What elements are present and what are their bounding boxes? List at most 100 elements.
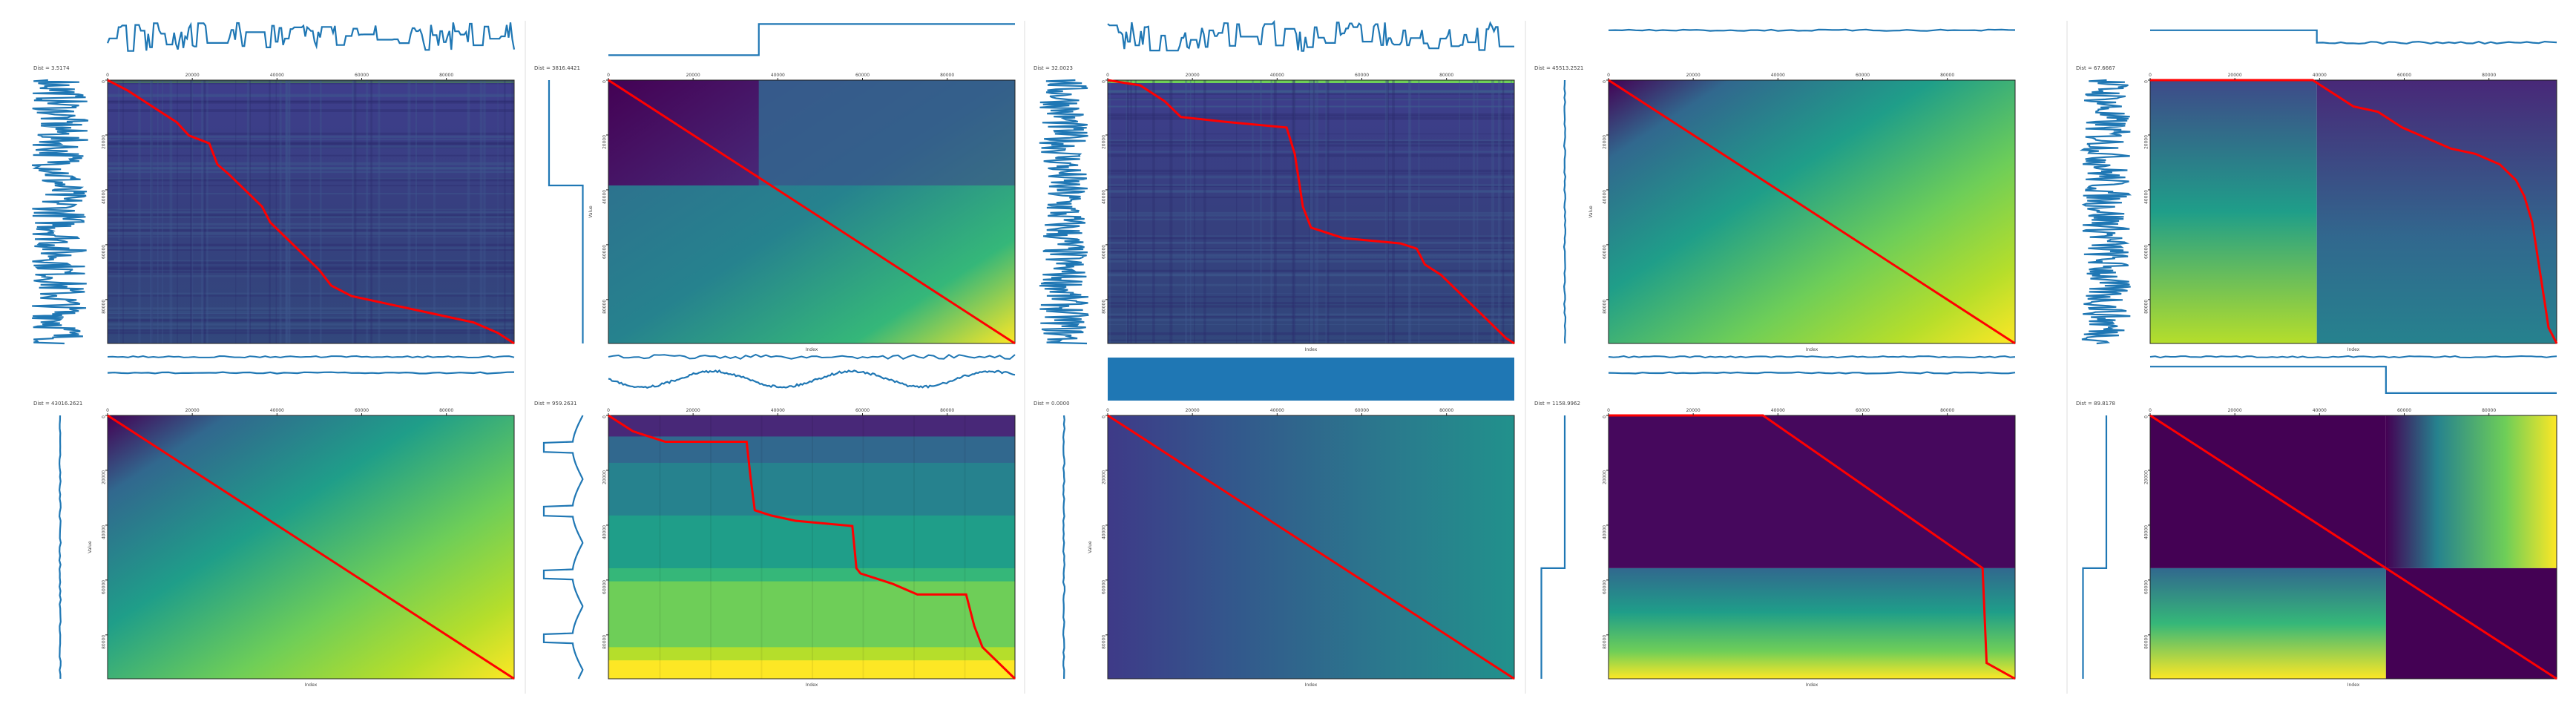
heatmap-cell bbox=[190, 80, 193, 343]
y-tick-label: 60000 bbox=[602, 580, 608, 594]
y-tick-label: 80000 bbox=[602, 635, 608, 649]
heatmap bbox=[1108, 80, 1514, 343]
panel-title: Dist = 67.6667 bbox=[2076, 65, 2115, 71]
signal-x-band bbox=[1108, 358, 1514, 401]
heatmap-cell bbox=[108, 178, 514, 182]
y-tick-label: 40000 bbox=[1102, 525, 1107, 539]
heatmap-cell bbox=[108, 313, 514, 316]
x-tick-label: 0 bbox=[106, 408, 109, 413]
x-tick-label: 60000 bbox=[855, 73, 870, 78]
heatmap-cell bbox=[608, 415, 1015, 437]
y-axis-label: Value bbox=[1588, 205, 1594, 218]
heatmap-cell bbox=[353, 80, 357, 343]
heatmap-cell bbox=[608, 581, 1015, 648]
heatmap-cell bbox=[108, 313, 514, 316]
lower-signal-0 bbox=[107, 355, 515, 359]
x-tick-label: 0 bbox=[2149, 73, 2152, 78]
y-tick-label: 0 bbox=[602, 415, 608, 418]
heatmap-cell bbox=[319, 80, 322, 343]
heatmap-cell bbox=[289, 80, 291, 343]
heatmap-cell bbox=[1108, 80, 1111, 343]
x-axis-label: Index bbox=[1305, 347, 1318, 352]
heatmap-cell bbox=[1108, 175, 1514, 179]
heatmap-cell bbox=[608, 647, 1015, 661]
heatmap-cell bbox=[108, 223, 514, 226]
y-tick-label: 20000 bbox=[1603, 470, 1608, 484]
heatmap-cell bbox=[108, 331, 514, 335]
heatmap-cell bbox=[1108, 248, 1514, 249]
x-tick-label: 0 bbox=[607, 73, 610, 78]
heatmap-cell bbox=[1108, 237, 1514, 240]
y-tick-label: 0 bbox=[2144, 415, 2149, 418]
heatmap-cell bbox=[511, 80, 513, 343]
y-tick-label: 0 bbox=[1603, 415, 1608, 418]
heatmap-cell bbox=[1491, 80, 1494, 343]
heatmap-cell bbox=[108, 246, 514, 250]
y-tick-label: 20000 bbox=[602, 135, 608, 149]
signal-x-line bbox=[608, 369, 1016, 389]
heatmap-cell bbox=[108, 266, 514, 269]
heatmap-cell bbox=[108, 307, 514, 310]
warping-path bbox=[2150, 79, 2558, 344]
heatmap-cell bbox=[1108, 241, 1514, 243]
y-tick-label: 80000 bbox=[1603, 635, 1608, 649]
heatmap-cell bbox=[1194, 80, 1195, 343]
heatmap-cell bbox=[1310, 80, 1313, 343]
heatmap-cell bbox=[1108, 319, 1514, 321]
warping-path bbox=[1608, 79, 2016, 345]
warping-path bbox=[1107, 79, 1515, 345]
signal-y-line bbox=[1540, 415, 1566, 679]
y-tick-label: 40000 bbox=[1603, 190, 1608, 204]
heatmap-cell bbox=[269, 80, 271, 343]
dtw-panel-5: Dist = 43016.2621 0 20000 40000 60000 80000 0 2… bbox=[33, 371, 515, 688]
signal-y-line bbox=[548, 80, 584, 343]
heatmap-cell bbox=[1108, 80, 1514, 343]
signal-line bbox=[1608, 355, 2016, 359]
heatmap-cell bbox=[1108, 257, 1514, 259]
heatmap-cell bbox=[504, 80, 506, 343]
y-tick-label: 60000 bbox=[602, 245, 608, 259]
signal-x-line bbox=[1608, 28, 2016, 32]
heatmap-cell bbox=[122, 80, 124, 343]
warping-path bbox=[608, 79, 1016, 345]
x-tick-label: 80000 bbox=[1439, 73, 1453, 78]
heatmap-cell bbox=[1108, 105, 1514, 108]
heatmap-cell bbox=[203, 80, 206, 343]
heatmap-cell bbox=[249, 80, 251, 343]
heatmap-cell bbox=[1459, 80, 1460, 343]
heatmap bbox=[2150, 80, 2557, 343]
heatmap-cell bbox=[279, 80, 282, 343]
x-tick-label: 20000 bbox=[1686, 73, 1701, 78]
y-tick-label: 0 bbox=[1603, 80, 1608, 83]
heatmap-cell bbox=[1236, 80, 1238, 343]
heatmap-cell bbox=[433, 80, 436, 343]
heatmap-cell bbox=[2150, 80, 2317, 343]
x-tick-label: 0 bbox=[1607, 73, 1610, 78]
y-tick-label: 20000 bbox=[102, 135, 107, 149]
y-tick-label: 80000 bbox=[1603, 300, 1608, 314]
heatmap-cell bbox=[108, 236, 514, 237]
heatmap-cell bbox=[108, 109, 514, 112]
heatmap-cell bbox=[108, 216, 514, 218]
heatmap-cell bbox=[108, 275, 514, 277]
x-tick-label: 80000 bbox=[439, 408, 453, 413]
heatmap-cell bbox=[108, 329, 514, 332]
heatmap-cell bbox=[1316, 80, 1318, 343]
y-tick-label: 0 bbox=[1102, 415, 1107, 418]
heatmap-cell bbox=[1108, 283, 1514, 286]
signal-y-line bbox=[1563, 79, 1567, 344]
heatmap-cell bbox=[1127, 80, 1129, 343]
panel-title: Dist = 89.8178 bbox=[2076, 401, 2115, 407]
y-tick-label: 20000 bbox=[1102, 135, 1107, 149]
heatmap-cell bbox=[1108, 151, 1514, 153]
heatmap-cell bbox=[1108, 272, 1514, 274]
y-tick-label: 20000 bbox=[102, 470, 107, 484]
warping-path bbox=[608, 414, 1016, 680]
heatmap-cell bbox=[608, 415, 610, 679]
heatmap-cell bbox=[1152, 80, 1155, 343]
heatmap bbox=[2150, 415, 2557, 679]
heatmap-cell bbox=[1108, 323, 1514, 325]
y-tick-label: 0 bbox=[102, 80, 107, 83]
heatmap-cell bbox=[287, 80, 291, 343]
heatmap-cell bbox=[1325, 80, 1327, 343]
